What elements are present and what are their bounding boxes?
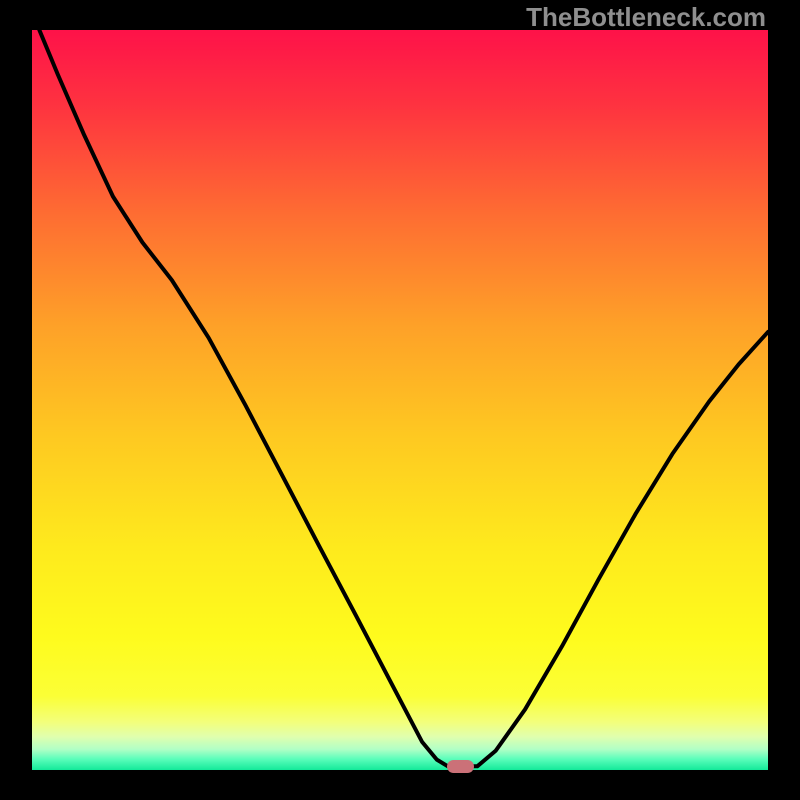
bottleneck-curve-svg	[32, 30, 768, 770]
bottleneck-marker-pill	[447, 760, 473, 773]
chart-stage: TheBottleneck.com	[0, 0, 800, 800]
plot-area	[32, 30, 768, 770]
bottleneck-curve	[39, 30, 768, 766]
watermark-text: TheBottleneck.com	[526, 2, 766, 33]
